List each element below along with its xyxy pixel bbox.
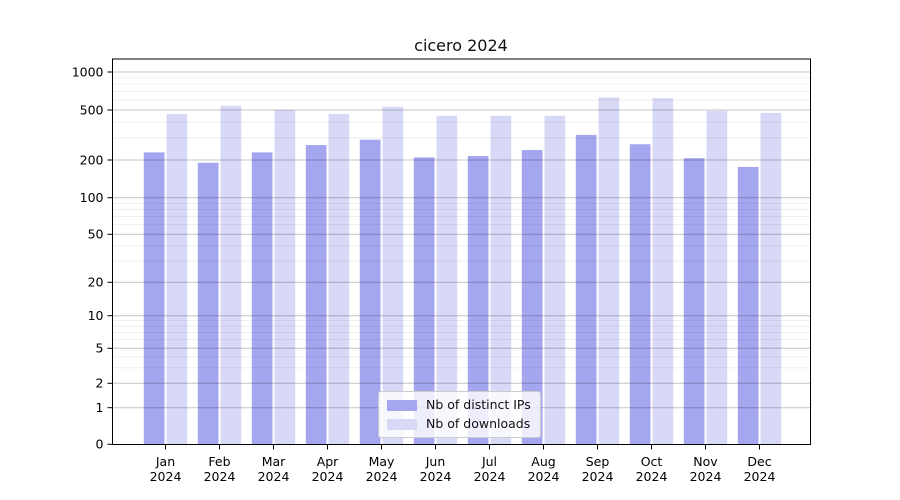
legend-row-downloads: Nb of downloads: [387, 416, 531, 432]
plot-border: [112, 58, 811, 445]
x-tick-label-month: Apr: [317, 454, 339, 469]
x-tick-label-year: 2024: [744, 469, 776, 484]
x-tick-label-month: Sep: [586, 454, 610, 469]
y-tick-label: 200: [80, 152, 104, 167]
chart-title: cicero 2024: [414, 36, 508, 55]
bar-distinct-ips-jun: [413, 157, 435, 445]
legend-label-downloads: Nb of downloads: [426, 416, 531, 431]
y-tick-label: 1: [96, 400, 104, 415]
x-tick-label-month: Jul: [481, 454, 497, 469]
legend-swatch-distinct-ips: [387, 399, 417, 411]
legend-row-distinct-ips: Nb of distinct IPs: [387, 397, 531, 413]
x-tick-label-month: Mar: [262, 454, 286, 469]
bar-distinct-ips-nov: [683, 158, 705, 445]
bar-downloads-jan: [166, 113, 188, 445]
x-tick-label-year: 2024: [204, 469, 236, 484]
bar-downloads-jun: [436, 115, 458, 445]
y-tick-label: 500: [80, 102, 104, 117]
ticks-layer: [107, 71, 760, 450]
x-tick-label-year: 2024: [150, 469, 182, 484]
bar-distinct-ips-apr: [305, 145, 327, 445]
x-tick-label-year: 2024: [690, 469, 722, 484]
y-tick-label: 1000: [72, 64, 104, 79]
x-tick-label-year: 2024: [258, 469, 290, 484]
y-tick-label: 2: [96, 376, 104, 391]
x-tick-label-year: 2024: [474, 469, 506, 484]
bar-distinct-ips-sep: [575, 134, 597, 445]
bar-distinct-ips-may: [359, 139, 381, 445]
bar-distinct-ips-mar: [251, 152, 273, 445]
y-tick-label: 10: [88, 308, 104, 323]
bar-distinct-ips-feb: [197, 162, 219, 445]
x-tick-label-year: 2024: [366, 469, 398, 484]
legend-swatch-downloads: [387, 418, 417, 430]
bar-downloads-aug: [544, 115, 566, 445]
x-tick-label-year: 2024: [582, 469, 614, 484]
x-tick-label-year: 2024: [636, 469, 668, 484]
bar-distinct-ips-dec: [737, 166, 759, 445]
y-tick-label: 100: [80, 190, 104, 205]
y-tick-label: 5: [96, 341, 104, 356]
bar-downloads-nov: [706, 110, 728, 445]
x-tick-label-year: 2024: [312, 469, 344, 484]
bar-downloads-feb: [220, 105, 242, 445]
bar-downloads-jul: [490, 115, 512, 445]
x-tick-label-month: Jun: [425, 454, 446, 469]
bar-downloads-dec: [760, 112, 782, 445]
bar-downloads-sep: [598, 97, 620, 445]
x-tick-label-year: 2024: [528, 469, 560, 484]
bar-distinct-ips-jul: [467, 156, 489, 445]
labels-layer: 01251020501002005001000Jan2024Feb2024Mar…: [72, 64, 776, 484]
bar-distinct-ips-aug: [521, 150, 543, 445]
x-tick-label-month: Oct: [641, 454, 663, 469]
y-tick-label: 50: [88, 227, 104, 242]
legend-label-distinct-ips: Nb of distinct IPs: [426, 397, 531, 412]
bar-distinct-ips-oct: [629, 144, 651, 445]
bar-distinct-ips-jan: [143, 152, 165, 445]
bar-downloads-apr: [328, 113, 350, 445]
x-tick-label-month: Jan: [155, 454, 175, 469]
x-tick-label-month: Aug: [531, 454, 555, 469]
legend: Nb of distinct IPs Nb of downloads: [378, 391, 541, 438]
x-tick-label-year: 2024: [420, 469, 452, 484]
x-tick-label-month: Nov: [693, 454, 718, 469]
x-tick-label-month: Dec: [747, 454, 771, 469]
bar-downloads-oct: [652, 98, 674, 445]
bar-downloads-may: [382, 106, 404, 445]
x-tick-label-month: May: [369, 454, 395, 469]
bars-layer: [143, 97, 782, 445]
x-tick-label-month: Feb: [208, 454, 230, 469]
y-tick-label: 0: [96, 437, 104, 452]
bar-downloads-mar: [274, 110, 296, 445]
y-tick-label: 20: [88, 275, 104, 290]
